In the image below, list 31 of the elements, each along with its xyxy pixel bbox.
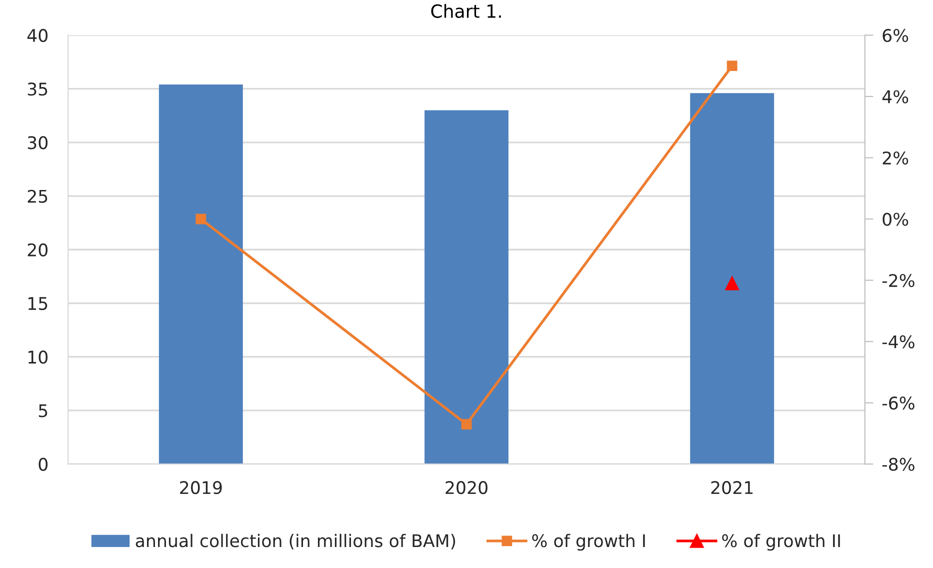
point [725,276,740,290]
y2-tick-label: -2% [882,274,914,288]
x-tick-label: 2021 [711,481,753,494]
bar [690,93,774,464]
point [461,419,472,430]
y2-tick-label: -8% [882,458,914,471]
legend-label: % of growth II [722,534,840,551]
y2-tick-label: 6% [882,28,908,42]
y-tick-label: 20 [28,243,48,256]
bar [158,84,243,464]
y2-tick-label: -6% [882,396,914,410]
y-tick-label: 30 [28,136,48,150]
y2-tick-label: 4% [882,90,908,104]
y-tick-label: 15 [28,297,48,310]
y-tick-label: 40 [27,28,48,42]
y2-tick-label: 0% [882,212,908,226]
y-tick-label: 5 [38,404,48,418]
y-tick-label: 35 [28,82,48,96]
y2-tick-label: -4% [882,335,914,348]
point [196,214,206,224]
legend-label: % of growth I [532,534,645,551]
x-tick-label: 2019 [180,481,222,494]
point [726,60,738,72]
y2-tick-label: 2% [882,151,908,165]
y-tick-label: 0 [38,458,48,471]
legend-label: annual collection (in millions of BAM) [136,534,456,550]
bar [424,110,508,464]
x-tick-label: 2020 [446,481,488,494]
chart-title: Chart 1. [431,4,501,18]
y-tick-label: 10 [28,350,48,364]
y-tick-label: 25 [28,190,48,203]
